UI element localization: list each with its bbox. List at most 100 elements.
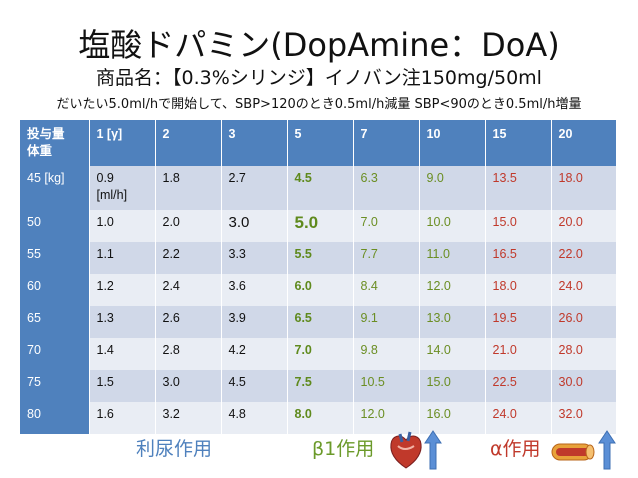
dose-cell: 28.0 — [551, 338, 617, 370]
header-dose-1: 1 [γ] — [89, 120, 156, 166]
weight-cell: 70 — [20, 338, 90, 370]
table-row: 50 1.0 2.0 3.0 5.0 7.0 10.0 15.0 20.0 — [20, 210, 617, 242]
header-dose-weight: 投与量 体重 — [20, 120, 90, 166]
table-row: 70 1.4 2.8 4.2 7.0 9.8 14.0 21.0 28.0 — [20, 338, 617, 370]
dose-cell: 9.1 — [353, 306, 420, 338]
dose-cell: 6.0 — [287, 274, 354, 306]
dose-cell: 7.5 — [287, 370, 354, 402]
dose-cell: 5.5 — [287, 242, 354, 274]
dose-cell: 16.5 — [485, 242, 552, 274]
dose-cell: 3.2 — [155, 402, 222, 434]
dose-cell: 13.0 — [419, 306, 486, 338]
dose-cell: 1.3 — [89, 306, 156, 338]
table-row: 65 1.3 2.6 3.9 6.5 9.1 13.0 19.5 26.0 — [20, 306, 617, 338]
dose-cell: 2.6 — [155, 306, 222, 338]
header-dose-4: 5 — [287, 120, 354, 166]
dose-cell: 9.8 — [353, 338, 420, 370]
table-row: 45 [kg] 0.9 [ml/h] 1.8 2.7 4.5 6.3 9.0 13.5 18.0 — [20, 166, 617, 210]
table-row: 55 1.1 2.2 3.3 5.5 7.7 11.0 16.5 22.0 — [20, 242, 617, 274]
dose-cell: 10.0 — [419, 210, 486, 242]
dose-cell: 12.0 — [353, 402, 420, 434]
dose-cell: 1.8 — [155, 166, 222, 210]
dose-cell: 15.0 — [419, 370, 486, 402]
header-dose-5: 7 — [353, 120, 420, 166]
page-title: 塩酸ドパミン(DopAmine：DoA) — [78, 26, 560, 64]
diuretic-effect-label: 利尿作用 — [136, 438, 213, 460]
dose-cell: 4.8 — [221, 402, 288, 434]
dose-cell: 1.6 — [89, 402, 156, 434]
heart-icon — [390, 431, 422, 469]
table-row: 60 1.2 2.4 3.6 6.0 8.4 12.0 18.0 24.0 — [20, 274, 617, 306]
dose-cell: 0.9 [ml/h] — [89, 166, 156, 210]
dose-cell: 9.0 — [419, 166, 486, 210]
dose-cell: 2.7 — [221, 166, 288, 210]
weight-cell: 45 [kg] — [20, 166, 90, 210]
dose-cell: 5.0 — [287, 210, 354, 242]
dose-cell: 8.4 — [353, 274, 420, 306]
table-row: 80 1.6 3.2 4.8 8.0 12.0 16.0 24.0 32.0 — [20, 402, 617, 434]
dose-cell: 22.5 — [485, 370, 552, 402]
dose-cell: 20.0 — [551, 210, 617, 242]
dose-cell: 24.0 — [551, 274, 617, 306]
dose-cell: 30.0 — [551, 370, 617, 402]
alpha-effect-label: α作用 — [490, 438, 541, 460]
dose-cell: 4.5 — [221, 370, 288, 402]
beta1-effect-label: β1作用 — [312, 438, 375, 460]
dose-cell: 7.0 — [353, 210, 420, 242]
dose-cell: 21.0 — [485, 338, 552, 370]
dose-cell: 6.3 — [353, 166, 420, 210]
dose-cell: 26.0 — [551, 306, 617, 338]
dose-cell: 1.4 — [89, 338, 156, 370]
dose-cell: 15.0 — [485, 210, 552, 242]
header-dose-2: 2 — [155, 120, 222, 166]
dosage-table: 投与量 体重 1 [γ] 2 3 5 7 10 15 20 45 [kg] 0.9 [ml/h] 1… — [20, 120, 617, 434]
dose-cell: 2.8 — [155, 338, 222, 370]
weight-cell: 75 — [20, 370, 90, 402]
weight-cell: 55 — [20, 242, 90, 274]
dose-cell: 4.5 — [287, 166, 354, 210]
dose-cell: 13.5 — [485, 166, 552, 210]
weight-cell: 60 — [20, 274, 90, 306]
dose-cell: 2.0 — [155, 210, 222, 242]
dose-cell: 11.0 — [419, 242, 486, 274]
dose-cell: 6.5 — [287, 306, 354, 338]
table-header-row: 投与量 体重 1 [γ] 2 3 5 7 10 15 20 — [20, 120, 617, 166]
blood-vessel-icon — [551, 443, 595, 461]
weight-cell: 80 — [20, 402, 90, 434]
dose-cell: 3.9 — [221, 306, 288, 338]
weight-cell: 65 — [20, 306, 90, 338]
dose-cell: 7.0 — [287, 338, 354, 370]
weight-cell: 50 — [20, 210, 90, 242]
dose-cell: 1.5 — [89, 370, 156, 402]
dose-cell: 4.2 — [221, 338, 288, 370]
dose-cell: 3.0 — [221, 210, 288, 242]
dose-cell: 1.1 — [89, 242, 156, 274]
dose-cell: 3.3 — [221, 242, 288, 274]
header-dose-3: 3 — [221, 120, 288, 166]
table-row: 75 1.5 3.0 4.5 7.5 10.5 15.0 22.5 30.0 — [20, 370, 617, 402]
dose-cell: 3.6 — [221, 274, 288, 306]
dose-cell: 16.0 — [419, 402, 486, 434]
dose-cell: 22.0 — [551, 242, 617, 274]
header-dose-7: 15 — [485, 120, 552, 166]
dose-cell: 19.5 — [485, 306, 552, 338]
dose-cell: 24.0 — [485, 402, 552, 434]
dosing-note: だいたい5.0ml/hで開始して、SBP>120のとき0.5ml/h減量 SBP… — [56, 97, 582, 112]
header-dose-8: 20 — [551, 120, 617, 166]
dose-cell: 14.0 — [419, 338, 486, 370]
dose-cell: 1.2 — [89, 274, 156, 306]
dose-cell: 1.0 — [89, 210, 156, 242]
header-dose-6: 10 — [419, 120, 486, 166]
dose-cell: 8.0 — [287, 402, 354, 434]
dose-cell: 32.0 — [551, 402, 617, 434]
dose-cell: 18.0 — [485, 274, 552, 306]
dose-cell: 12.0 — [419, 274, 486, 306]
dose-cell: 2.4 — [155, 274, 222, 306]
up-arrow-icon — [424, 430, 442, 470]
up-arrow-icon — [598, 430, 616, 470]
dose-cell: 3.0 — [155, 370, 222, 402]
dose-cell: 7.7 — [353, 242, 420, 274]
dose-cell: 18.0 — [551, 166, 617, 210]
dose-cell: 2.2 — [155, 242, 222, 274]
product-name: 商品名：【0.3%シリンジ】イノバン注150mg/50ml — [96, 67, 542, 89]
